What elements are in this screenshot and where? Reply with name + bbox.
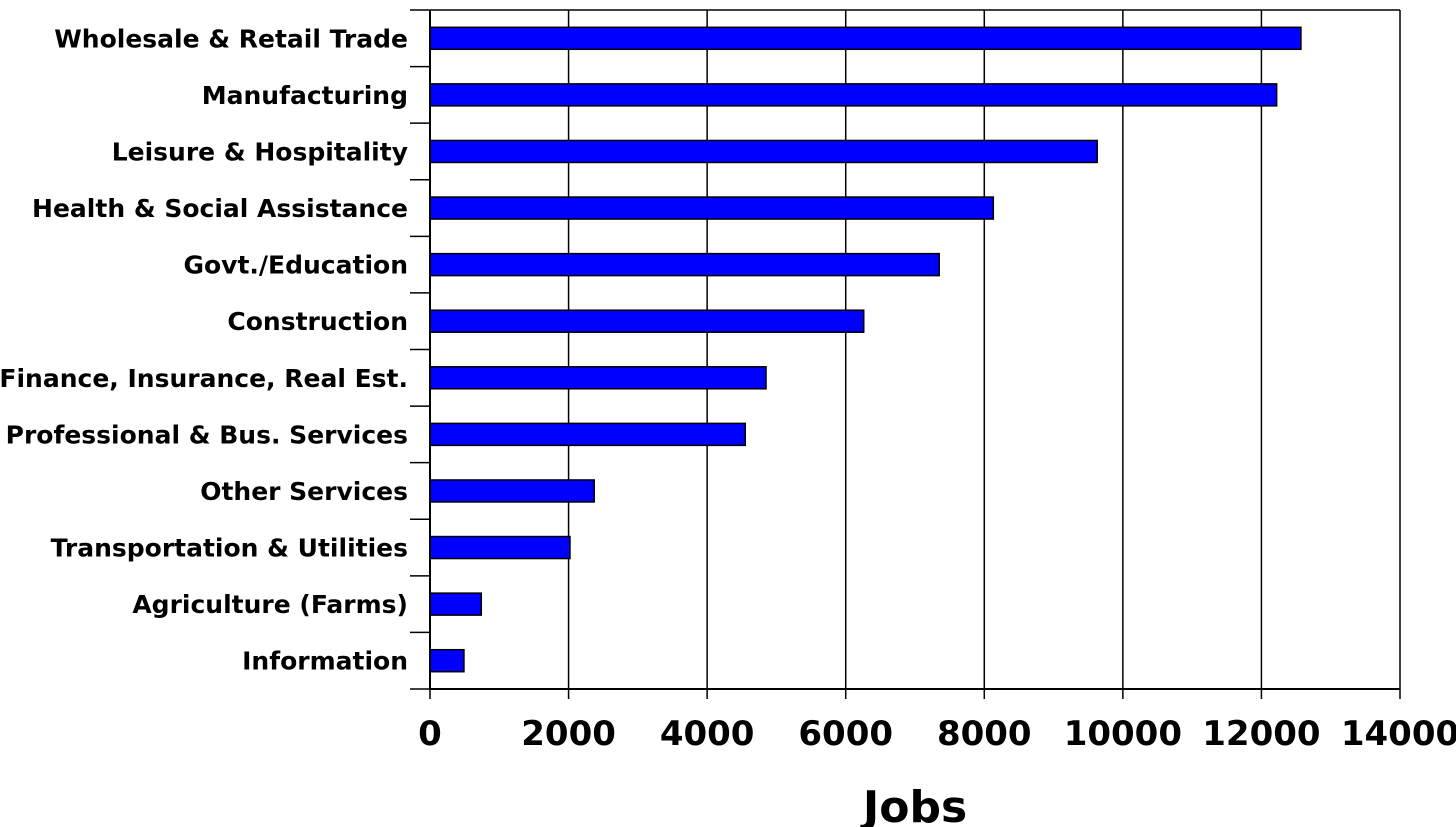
bar	[429, 479, 595, 503]
x-axis-title: Jobs	[860, 782, 967, 827]
x-tick-label: 2000	[521, 714, 616, 754]
x-tick-label: 10000	[1064, 714, 1182, 754]
bar	[429, 309, 865, 333]
category-label: Construction	[227, 307, 408, 336]
category-label: Other Services	[200, 477, 408, 506]
axes	[410, 9, 1401, 699]
category-label: Manufacturing	[202, 81, 408, 110]
category-label: Wholesale & Retail Trade	[54, 24, 408, 53]
category-label: Finance, Insurance, Real Est.	[0, 364, 408, 393]
bar	[429, 592, 483, 616]
category-label: Govt./Education	[183, 251, 408, 280]
category-label: Agriculture (Farms)	[132, 590, 408, 619]
bar	[429, 252, 940, 277]
bar	[429, 196, 995, 220]
x-tick-label: 0	[418, 714, 442, 754]
bars	[429, 26, 1302, 673]
category-label: Professional & Bus. Services	[6, 420, 408, 449]
bar	[429, 535, 571, 560]
category-label: Information	[242, 647, 408, 676]
category-label: Health & Social Assistance	[32, 194, 408, 223]
x-tick-label: 12000	[1202, 714, 1320, 754]
x-tick-label: 8000	[937, 714, 1032, 754]
bar	[429, 26, 1302, 51]
grid-lines	[567, 10, 1263, 689]
category-label: Leisure & Hospitality	[112, 137, 408, 166]
bar	[429, 366, 767, 390]
bar	[429, 83, 1278, 107]
x-tick-label: 14000	[1341, 714, 1456, 754]
x-tick-labels: 0 2000 4000 6000 8000 10000 12000 14000	[418, 714, 1456, 754]
x-tick-label: 4000	[660, 714, 755, 754]
bar	[429, 422, 746, 447]
category-labels: Wholesale & Retail Trade Manufacturing Lei…	[0, 24, 408, 675]
x-tick-label: 6000	[798, 714, 893, 754]
bar	[429, 648, 465, 673]
bar	[429, 139, 1098, 164]
category-label: Transportation & Utilities	[51, 534, 408, 563]
